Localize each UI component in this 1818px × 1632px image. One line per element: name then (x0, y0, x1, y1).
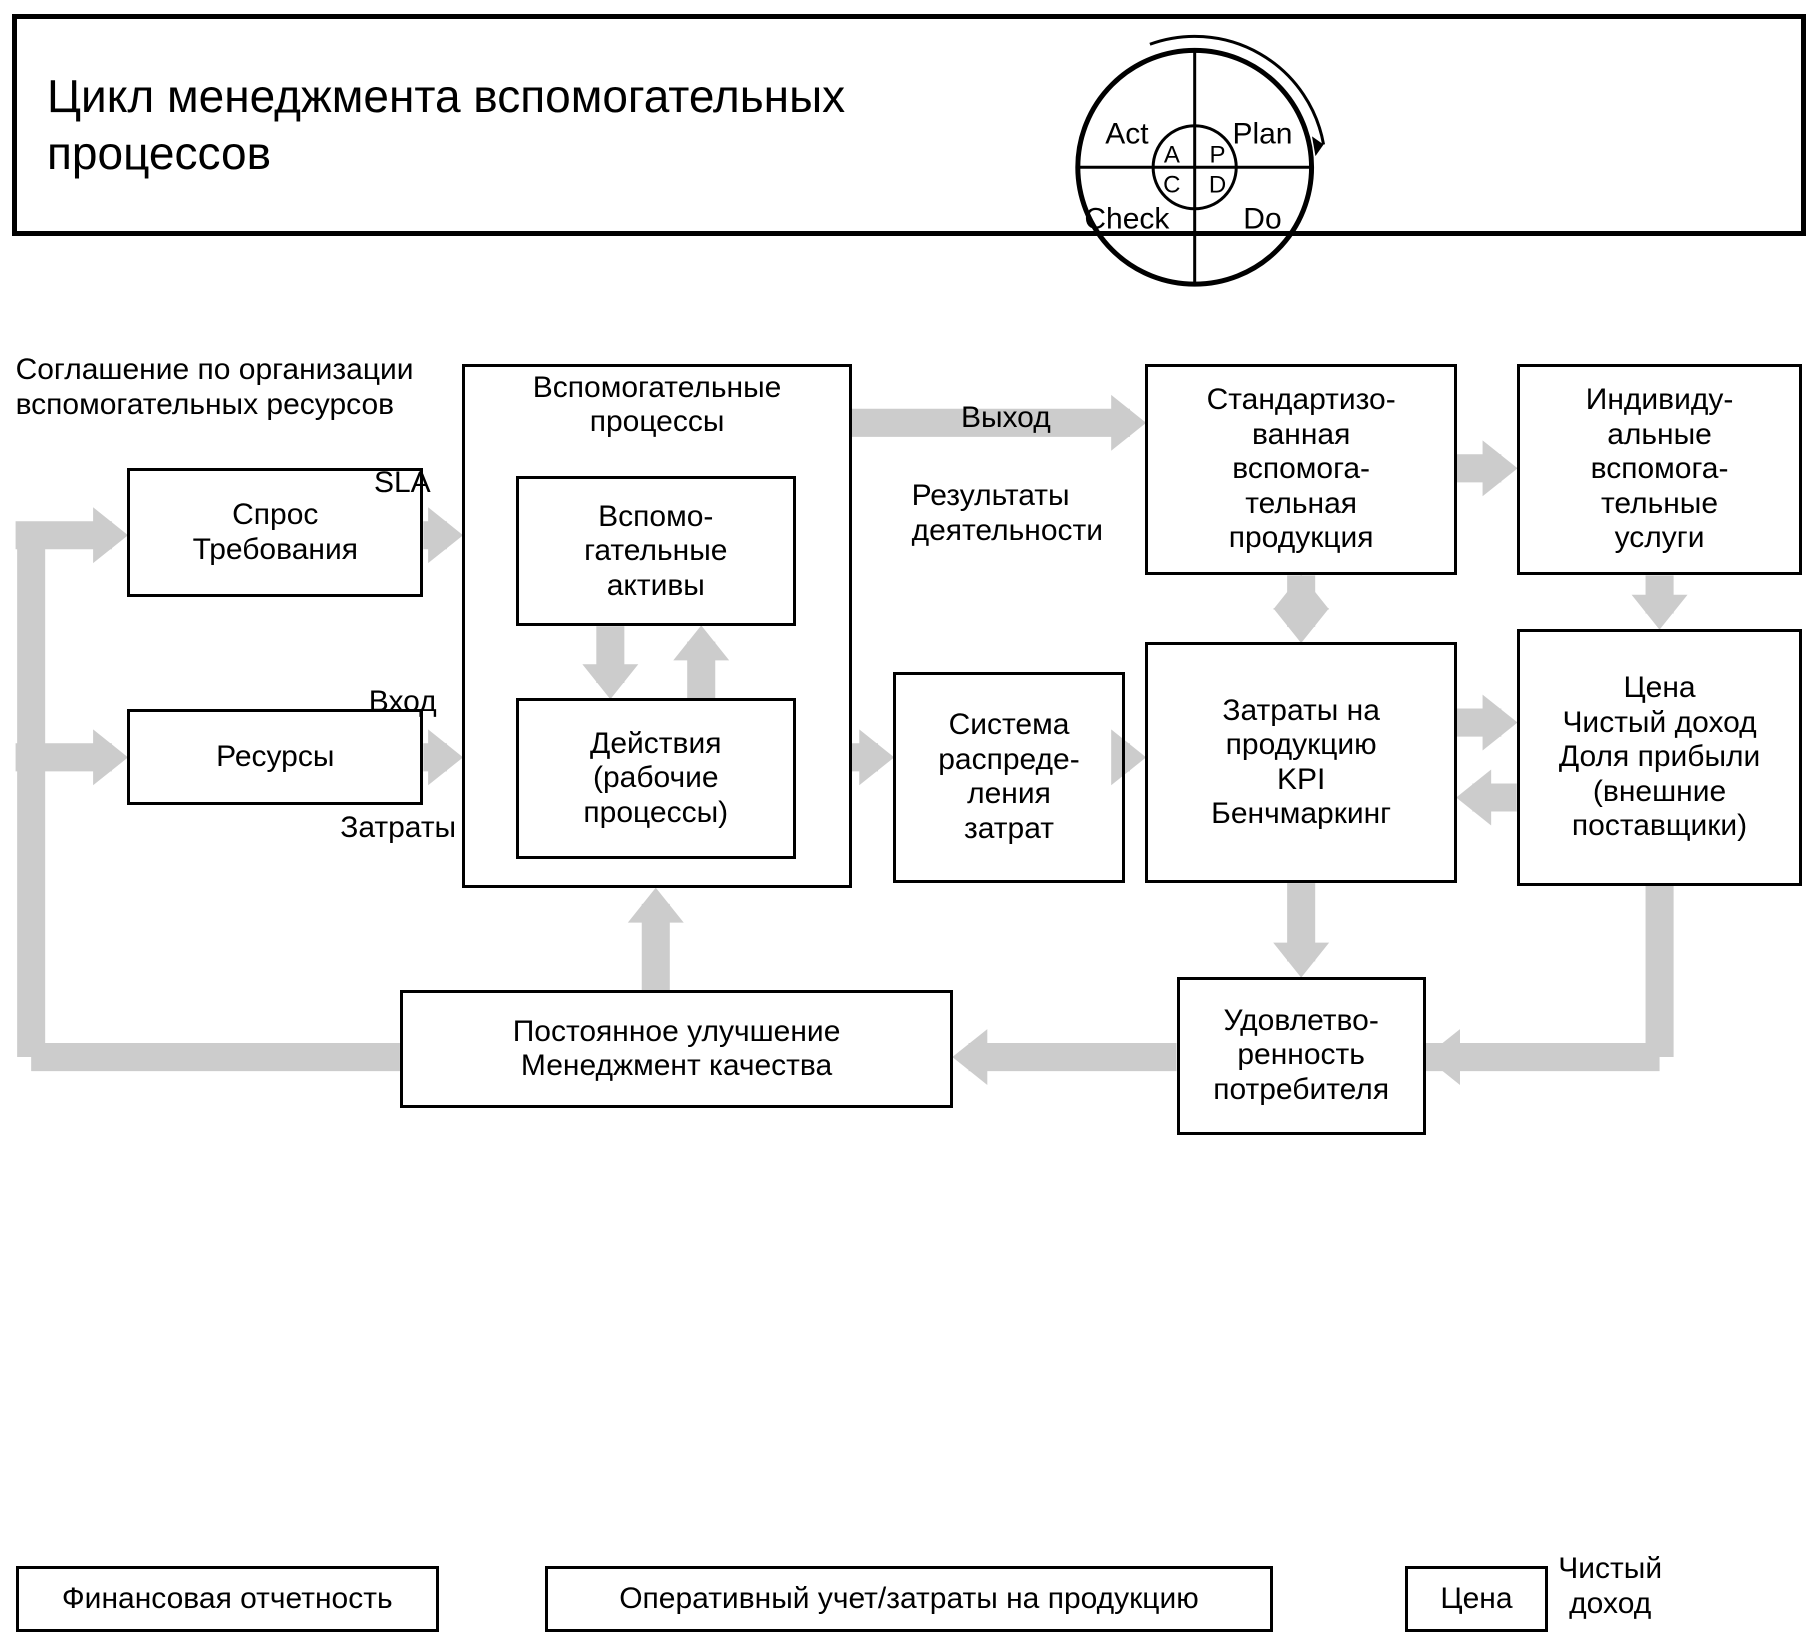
processes-title-text: Вспомогательныепроцессы (465, 371, 849, 440)
node-ind_serv-text: Индивиду-альныевспомога-тельныеуслуги (1586, 383, 1734, 556)
node-std_prod: Стандартизо-ваннаявспомога-тельнаяпродук… (1145, 364, 1457, 575)
node-kpi: Затраты напродукциюKPIБенчмаркинг (1145, 642, 1457, 883)
node-improve-text: Постоянное улучшениеМенеджмент качества (513, 1015, 841, 1084)
label-results: Результатыдеятельности (912, 479, 1103, 548)
node-foot_fin-text: Финансовая отчетность (62, 1582, 393, 1617)
node-allocation-text: Системараспреде-лениязатрат (938, 708, 1080, 846)
node-improve: Постоянное улучшениеМенеджмент качества (400, 990, 953, 1108)
node-resources-text: Ресурсы (216, 740, 334, 775)
node-allocation: Системараспреде-лениязатрат (893, 672, 1124, 883)
node-price-text: ЦенаЧистый доходДоля прибыли(внешниепост… (1559, 671, 1760, 844)
node-demand-text: СпросТребования (193, 498, 358, 567)
node-actions: Действия(рабочиепроцессы) (516, 698, 796, 859)
node-ind_serv: Индивиду-альныевспомога-тельныеуслуги (1517, 364, 1803, 575)
node-std_prod-text: Стандартизо-ваннаявспомога-тельнаяпродук… (1207, 383, 1396, 556)
label-sla: SLA (374, 466, 431, 501)
node-foot_price: Цена (1405, 1566, 1548, 1632)
label-costs: Затраты (340, 811, 456, 846)
node-foot_oper-text: Оперативный учет/затраты на продукцию (619, 1582, 1199, 1617)
title-text: Цикл менеджмента вспомогательных процесс… (17, 68, 845, 183)
node-foot_fin: Финансовая отчетность (16, 1566, 439, 1632)
node-satisf: Удовлетво-ренностьпотребителя (1177, 977, 1426, 1135)
node-price: ЦенаЧистый доходДоля прибыли(внешниепост… (1517, 629, 1803, 886)
node-assets-text: Вспомо-гательныеактивы (584, 500, 727, 604)
node-resources: Ресурсы (127, 709, 423, 805)
diagram-stage: Цикл менеджмента вспомогательных процесс… (0, 0, 1818, 1231)
node-assets: Вспомо-гательныеактивы (516, 476, 796, 626)
label-output: Выход (961, 401, 1051, 436)
label-foot_np: Чистыйдоход (1558, 1552, 1662, 1621)
node-foot_oper: Оперативный учет/затраты на продукцию (545, 1566, 1272, 1632)
node-actions-text: Действия(рабочиепроцессы) (583, 727, 728, 831)
node-satisf-text: Удовлетво-ренностьпотребителя (1213, 1004, 1389, 1108)
node-foot_price-text: Цена (1440, 1582, 1512, 1617)
label-agreement: Соглашение по организациивспомогательных… (16, 353, 414, 422)
label-input: Вход (369, 685, 437, 720)
title-line2: процессов (47, 127, 271, 179)
title-box: Цикл менеджмента вспомогательных процесс… (12, 14, 1806, 236)
title-line1: Цикл менеджмента вспомогательных (47, 70, 845, 122)
node-kpi-text: Затраты напродукциюKPIБенчмаркинг (1211, 694, 1391, 832)
